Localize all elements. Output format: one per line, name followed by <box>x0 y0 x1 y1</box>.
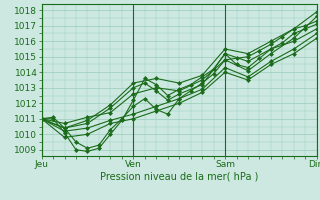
X-axis label: Pression niveau de la mer( hPa ): Pression niveau de la mer( hPa ) <box>100 172 258 182</box>
